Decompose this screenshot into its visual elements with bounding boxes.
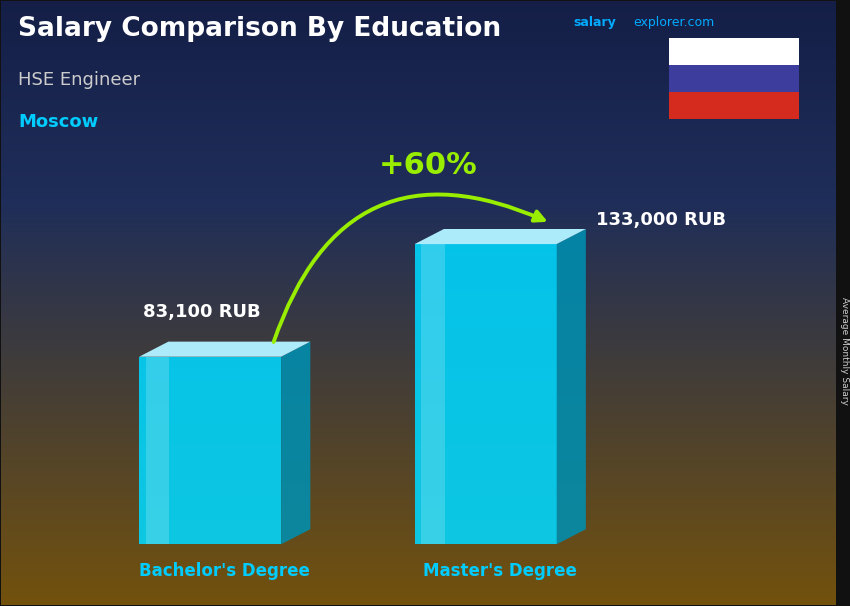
Polygon shape <box>557 229 586 544</box>
Bar <box>669 38 799 65</box>
Text: 133,000 RUB: 133,000 RUB <box>596 211 726 229</box>
Bar <box>669 65 799 92</box>
Polygon shape <box>139 357 281 544</box>
Polygon shape <box>422 244 445 544</box>
Polygon shape <box>146 357 169 544</box>
Text: +60%: +60% <box>379 151 478 180</box>
Polygon shape <box>415 244 557 544</box>
Text: explorer.com: explorer.com <box>633 16 715 30</box>
Polygon shape <box>415 229 586 244</box>
Text: Moscow: Moscow <box>18 113 99 131</box>
Text: HSE Engineer: HSE Engineer <box>18 71 140 88</box>
Text: Salary Comparison By Education: Salary Comparison By Education <box>18 16 502 42</box>
Text: Average Monthly Salary: Average Monthly Salary <box>841 298 849 405</box>
Text: salary: salary <box>573 16 616 30</box>
Text: Master's Degree: Master's Degree <box>423 562 577 581</box>
Polygon shape <box>139 342 310 357</box>
Polygon shape <box>281 342 310 544</box>
Text: 83,100 RUB: 83,100 RUB <box>143 302 261 321</box>
Text: Bachelor's Degree: Bachelor's Degree <box>139 562 310 581</box>
Bar <box>669 92 799 119</box>
